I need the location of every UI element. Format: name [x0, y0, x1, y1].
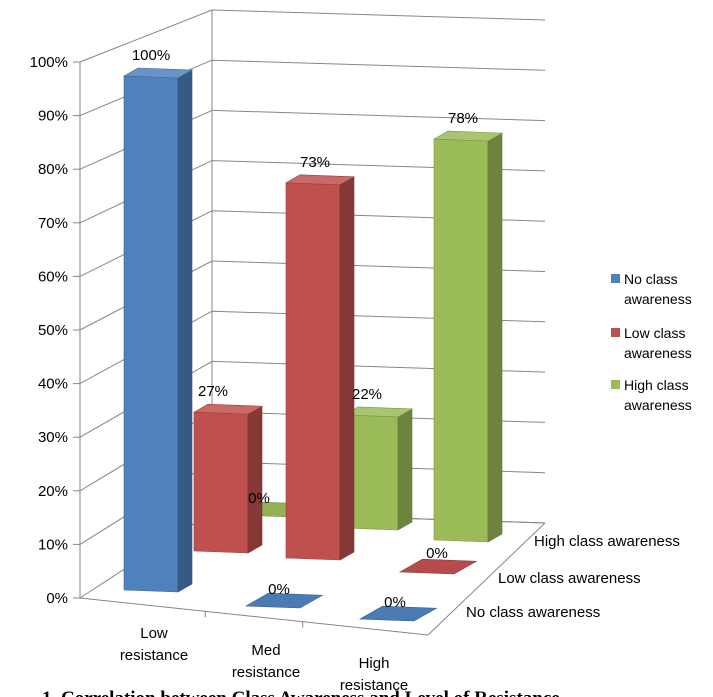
- y-tick-label: 100%: [30, 54, 68, 71]
- category-label: High resistance: [340, 655, 408, 694]
- data-label: 0%: [384, 594, 406, 611]
- y-tick-label: 10%: [38, 536, 68, 553]
- bar-0-2: [358, 605, 438, 622]
- depth-axis-labels: No class awareness Low class awareness Hig…: [466, 533, 680, 621]
- y-tick-label: 0%: [46, 590, 68, 607]
- legend-item: High class awareness: [611, 377, 692, 413]
- data-label: 0%: [248, 490, 270, 507]
- y-tick-label: 60%: [38, 268, 68, 285]
- depth-axis-label: No class awareness: [466, 604, 600, 621]
- bar-1-0: [192, 403, 264, 554]
- y-tick-label: 20%: [38, 483, 68, 500]
- legend: No class awareness Low class awareness High …: [611, 271, 692, 413]
- data-label: 0%: [426, 545, 448, 562]
- data-label: 73%: [300, 154, 330, 171]
- category-label: Low resistance: [120, 625, 188, 664]
- y-tick-label: 50%: [38, 322, 68, 339]
- category-label: Med resistance: [232, 642, 300, 681]
- bar-0-0: [122, 67, 194, 593]
- legend-item: No class awareness: [611, 271, 692, 307]
- data-label: 78%: [448, 110, 478, 127]
- data-label: 100%: [132, 47, 170, 64]
- y-tick-label: 90%: [38, 108, 68, 125]
- data-label: 27%: [198, 383, 228, 400]
- bar-2-2: [432, 130, 504, 543]
- y-tick-label: 30%: [38, 429, 68, 446]
- y-tick-label: 80%: [38, 161, 68, 178]
- data-label: 22%: [352, 386, 382, 403]
- bars: [122, 67, 504, 622]
- depth-axis-label: Low class awareness: [498, 570, 641, 587]
- bar-0-1: [244, 592, 324, 609]
- depth-axis-label: High class awareness: [534, 533, 680, 550]
- bar-1-1: [284, 174, 356, 561]
- y-axis-ticks: 0% 10% 20% 30% 40% 50% 60% 70% 80% 90% 100%: [30, 54, 68, 607]
- figure-caption: 1. Correlation between Class Awareness a…: [42, 688, 560, 697]
- data-label: 0%: [268, 581, 290, 598]
- y-tick-label: 40%: [38, 376, 68, 393]
- bar-1-2: [398, 558, 478, 575]
- data-labels: 0% 22% 78% 27% 73% 0% 100% 0% 0%: [132, 47, 478, 611]
- y-tick-label: 70%: [38, 215, 68, 232]
- bar-2-1: [342, 406, 414, 531]
- legend-item: Low class awareness: [611, 325, 692, 361]
- category-labels: Low resistance Med resistance High resistance: [120, 625, 408, 694]
